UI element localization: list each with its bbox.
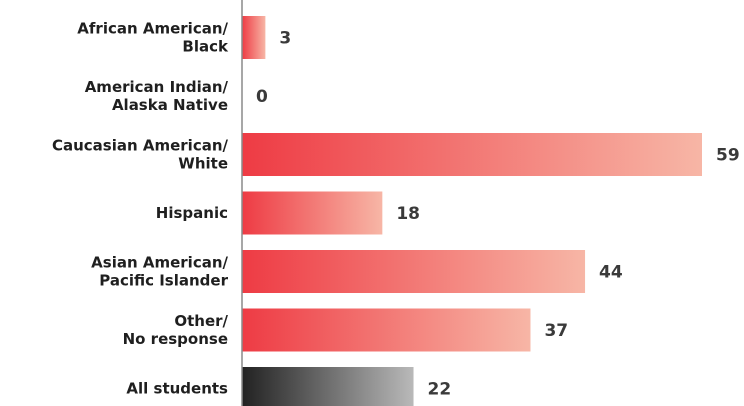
value-label-asian-american-pacific-islander: 44	[599, 263, 623, 283]
value-label-hispanic: 18	[396, 204, 420, 224]
category-labels: African American/Black American Indian/Al…	[52, 20, 229, 398]
bar-all-students	[242, 367, 414, 406]
bar-asian-american-pacific-islander	[242, 250, 586, 293]
category-label-other-no-response: Other/No response	[123, 312, 229, 348]
category-label-american-indian-alaska-native: American Indian/Alaska Native	[85, 78, 229, 114]
category-label-asian-american-pacific-islander: Asian American/Pacific Islander	[91, 254, 228, 290]
value-label-all-students: 22	[428, 380, 452, 400]
category-label-hispanic: Hispanic	[156, 204, 228, 222]
value-label-other-no-response: 37	[544, 321, 568, 341]
category-label-african-american-black: African American/Black	[77, 20, 229, 56]
category-label-all-students: All students	[126, 380, 228, 398]
bar-other-no-response	[242, 308, 531, 352]
category-label-caucasian-american-white: Caucasian American/White	[52, 137, 229, 173]
bars-group	[242, 16, 702, 406]
bar-african-american-black	[242, 16, 266, 59]
bar-caucasian-american-white	[242, 133, 702, 176]
value-label-african-american-black: 3	[279, 29, 291, 49]
bar-hispanic	[242, 191, 383, 235]
value-labels: 3 0 59 18 44 37 22	[256, 29, 740, 400]
value-label-caucasian-american-white: 59	[716, 146, 740, 166]
value-label-american-indian-alaska-native: 0	[256, 87, 268, 107]
